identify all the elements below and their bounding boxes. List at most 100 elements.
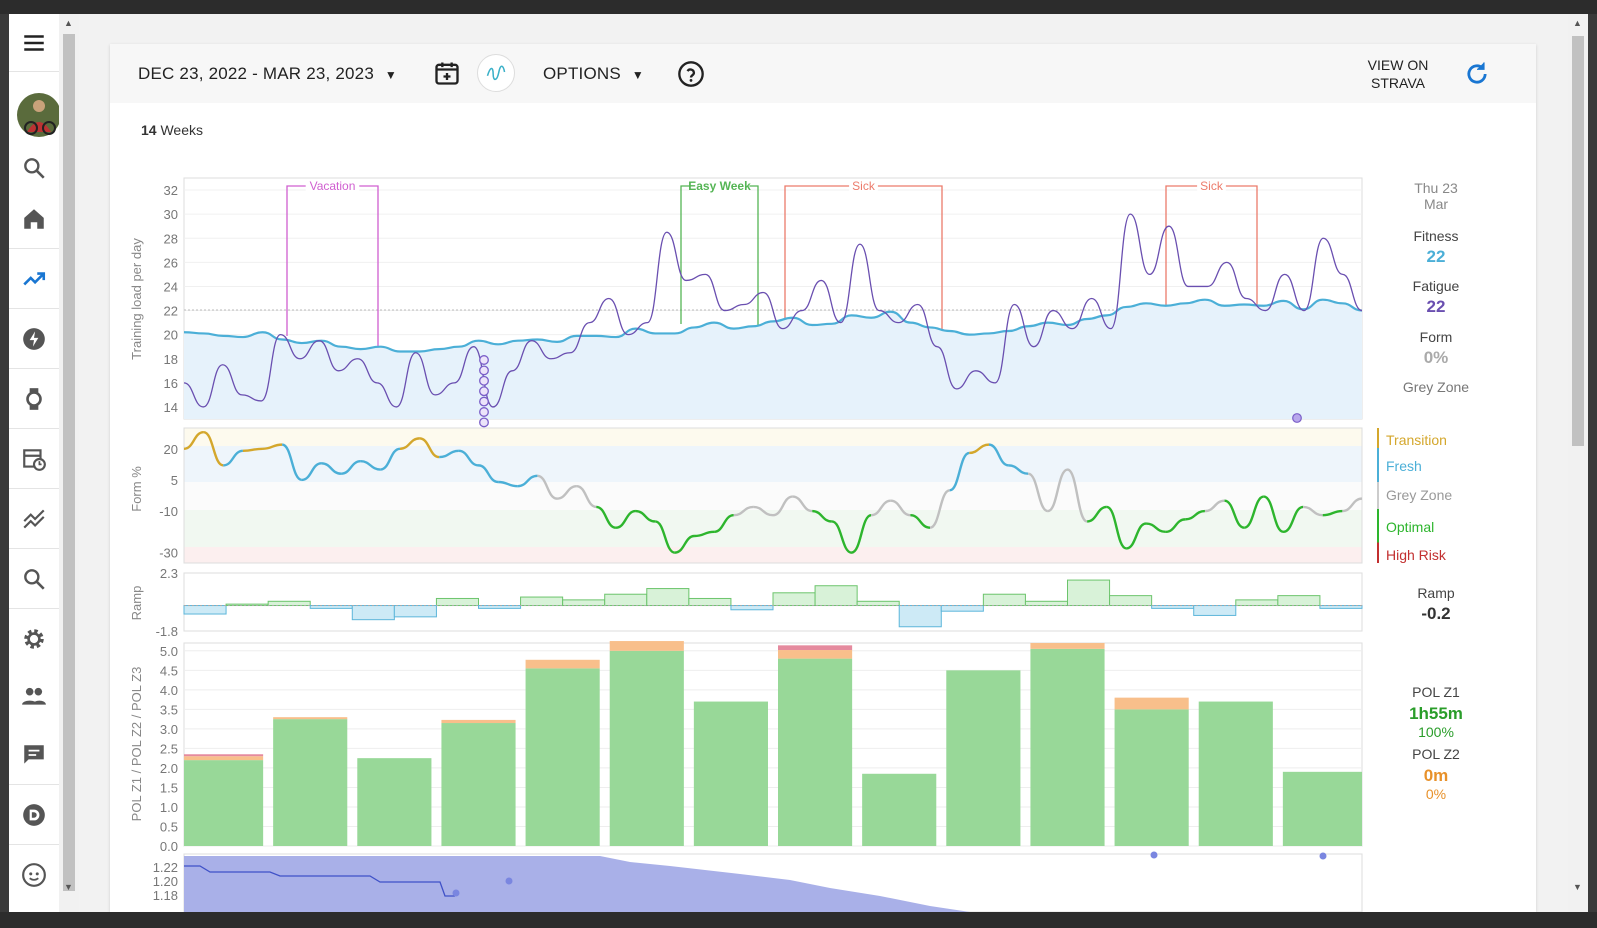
- charts-canvas[interactable]: Vacation Easy Week Sick Sick 32 30 28 26 24 22 20…: [110, 44, 1536, 912]
- gear-icon[interactable]: [9, 616, 59, 662]
- ramp-step: [1235, 599, 1279, 607]
- form-segment: [399, 437, 420, 450]
- current-date: Thu 23 Mar: [1381, 180, 1491, 212]
- ramp-step: [1277, 595, 1321, 607]
- annotation-label-bg: [689, 180, 750, 193]
- app-logo[interactable]: [477, 54, 515, 92]
- multiline-chart-icon[interactable]: [9, 496, 59, 542]
- options-menu[interactable]: OPTIONS ▼: [543, 64, 644, 84]
- sidebar: [9, 14, 61, 912]
- bar-pol-z1: [1282, 771, 1362, 846]
- y-tick-label: 4.0: [160, 683, 178, 698]
- lightning-icon[interactable]: [9, 316, 59, 362]
- calendar-add-icon[interactable]: [433, 59, 461, 87]
- ramp-step: [1109, 595, 1153, 607]
- scroll-down-arrow[interactable]: ▼: [1573, 882, 1582, 892]
- form-segment: [1322, 509, 1343, 517]
- scroll-down-arrow[interactable]: ▼: [64, 882, 73, 892]
- scroll-thumb[interactable]: [63, 34, 75, 891]
- zone-grey: [184, 482, 1362, 510]
- refresh-icon[interactable]: [1463, 60, 1491, 88]
- fitness-area: [184, 299, 1362, 419]
- bar-pol-z2: [441, 719, 516, 724]
- form-segment: [988, 443, 1009, 467]
- y-tick-label: 1.5: [160, 780, 178, 795]
- zone-legend-item: Grey Zone: [1386, 487, 1453, 503]
- form-segment: [556, 484, 577, 500]
- ramp-step: [772, 592, 816, 607]
- bar-pol-z2: [609, 641, 684, 651]
- y-tick-label: 1.20: [153, 874, 178, 889]
- form-segment: [439, 449, 459, 459]
- scroll-thumb[interactable]: [1572, 36, 1584, 446]
- search-icon[interactable]: [9, 556, 59, 602]
- y-tick-label: 30: [164, 207, 178, 222]
- face-icon[interactable]: [9, 852, 59, 898]
- form-segment: [772, 495, 793, 517]
- menu-icon[interactable]: [9, 20, 59, 66]
- watch-icon[interactable]: [9, 376, 59, 422]
- ramp-step: [688, 597, 732, 607]
- form-segment: [360, 460, 381, 471]
- form-chart: 20 5 -10 -30 Form %: [129, 427, 1363, 564]
- bar-pol-z3: [184, 754, 264, 757]
- form-segment: [1106, 505, 1127, 550]
- form-segment: [851, 514, 872, 554]
- fatigue-value: 22: [1426, 297, 1446, 316]
- form-label: Form: [1419, 329, 1453, 345]
- y-ticks: 32 30 28 26 24 22 20 18 16 14: [164, 183, 178, 415]
- page-scrollbar[interactable]: ▲ ▼: [1568, 14, 1588, 912]
- search-icon[interactable]: [9, 145, 59, 191]
- y-tick-label: 4.5: [160, 663, 178, 678]
- ramp-step: [520, 596, 564, 607]
- ramp-step: [1067, 579, 1111, 607]
- data-point: [1150, 851, 1158, 859]
- form-segment: [635, 509, 656, 523]
- form-segment: [1165, 518, 1186, 534]
- y-tick-label: 32: [164, 183, 178, 198]
- form-segment: [831, 520, 852, 554]
- form-segment: [1145, 522, 1166, 534]
- form-value: 0%: [1423, 348, 1449, 367]
- fitness-label: Fitness: [1413, 228, 1459, 244]
- bar-pol-z1: [525, 668, 600, 846]
- calendar-clock-icon[interactable]: [9, 436, 59, 482]
- bar-pol-z1: [1198, 701, 1273, 846]
- annotation-label: Sick: [852, 179, 876, 193]
- discord-icon[interactable]: [9, 792, 59, 838]
- zone-legend-item: Fresh: [1386, 458, 1422, 474]
- activity-marker: [479, 407, 489, 417]
- chat-icon[interactable]: [9, 732, 59, 778]
- trending-up-icon[interactable]: [9, 256, 59, 302]
- divider: [9, 308, 59, 309]
- sidebar-scrollbar[interactable]: ▲ ▼: [59, 14, 79, 912]
- caret-down-icon: ▼: [384, 68, 397, 82]
- ramp-step: [267, 600, 311, 607]
- avatar[interactable]: [17, 92, 61, 138]
- people-icon[interactable]: [9, 673, 59, 719]
- view-on-label: VIEW ON: [1367, 57, 1429, 73]
- home-icon[interactable]: [9, 196, 59, 242]
- annotation-label: Sick: [1200, 179, 1224, 193]
- ramp-step: [646, 588, 690, 607]
- help-icon[interactable]: [677, 60, 705, 88]
- form-segment: [969, 443, 990, 455]
- annotation-label-bg: [849, 180, 878, 193]
- date-line1: Thu 23: [1414, 180, 1458, 196]
- bar-pol-z2: [1114, 697, 1189, 710]
- strava-label: STRAVA: [1371, 75, 1425, 91]
- form-segment: [340, 460, 361, 475]
- scroll-up-arrow[interactable]: ▲: [64, 18, 73, 28]
- bar-pol-z1: [609, 650, 684, 846]
- date-range-selector[interactable]: DEC 23, 2022 - MAR 23, 2023 ▼: [138, 64, 397, 84]
- y-tick-label: 22: [164, 304, 178, 319]
- form-segment: [183, 430, 204, 450]
- form-line: [183, 430, 1363, 554]
- form-segment: [1283, 505, 1304, 534]
- scroll-up-arrow[interactable]: ▲: [1573, 18, 1582, 28]
- chart-frame: [183, 427, 1363, 564]
- form-segment: [1066, 468, 1088, 523]
- z1-label: POL Z1: [1412, 684, 1460, 700]
- y-tick-label: 0.0: [160, 839, 178, 854]
- view-on-strava-button[interactable]: VIEW ON STRAVA: [1353, 56, 1443, 92]
